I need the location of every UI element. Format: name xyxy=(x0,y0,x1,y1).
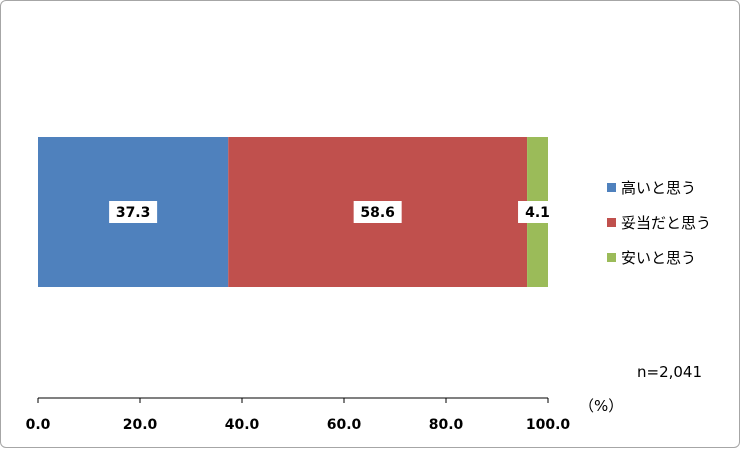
legend-swatch-series-1 xyxy=(607,183,616,192)
x-tick-label: 40.0 xyxy=(225,417,260,433)
x-tick-label: 20.0 xyxy=(123,417,158,433)
legend-label-series-2: 妥当だと思う xyxy=(621,214,711,232)
sample-size-note: n=2,041 xyxy=(637,363,702,381)
x-tick-label: 80.0 xyxy=(429,417,464,433)
data-label-group: 37.3 58.6 4.1 xyxy=(109,201,558,223)
legend-label-series-3: 安いと思う xyxy=(621,249,696,267)
data-label-box-series-2 xyxy=(353,201,402,223)
data-label-series-1: 37.3 xyxy=(116,205,151,221)
legend-swatch-series-3 xyxy=(607,253,616,262)
x-tick-label: 100.0 xyxy=(526,417,571,433)
data-label-series-2: 58.6 xyxy=(360,205,395,221)
data-label-series-3: 4.1 xyxy=(525,205,550,221)
legend-label-series-1: 高いと思う xyxy=(621,179,696,197)
x-tick-label: 0.0 xyxy=(26,417,51,433)
data-label-box-series-1 xyxy=(109,201,158,223)
legend-swatch-series-2 xyxy=(607,218,616,227)
data-label-box-series-3 xyxy=(518,201,558,223)
x-axis: 0.0 20.0 40.0 60.0 80.0 100.0 xyxy=(26,397,571,433)
x-tick-label: 60.0 xyxy=(327,417,362,433)
unit-label: （%） xyxy=(579,397,623,415)
